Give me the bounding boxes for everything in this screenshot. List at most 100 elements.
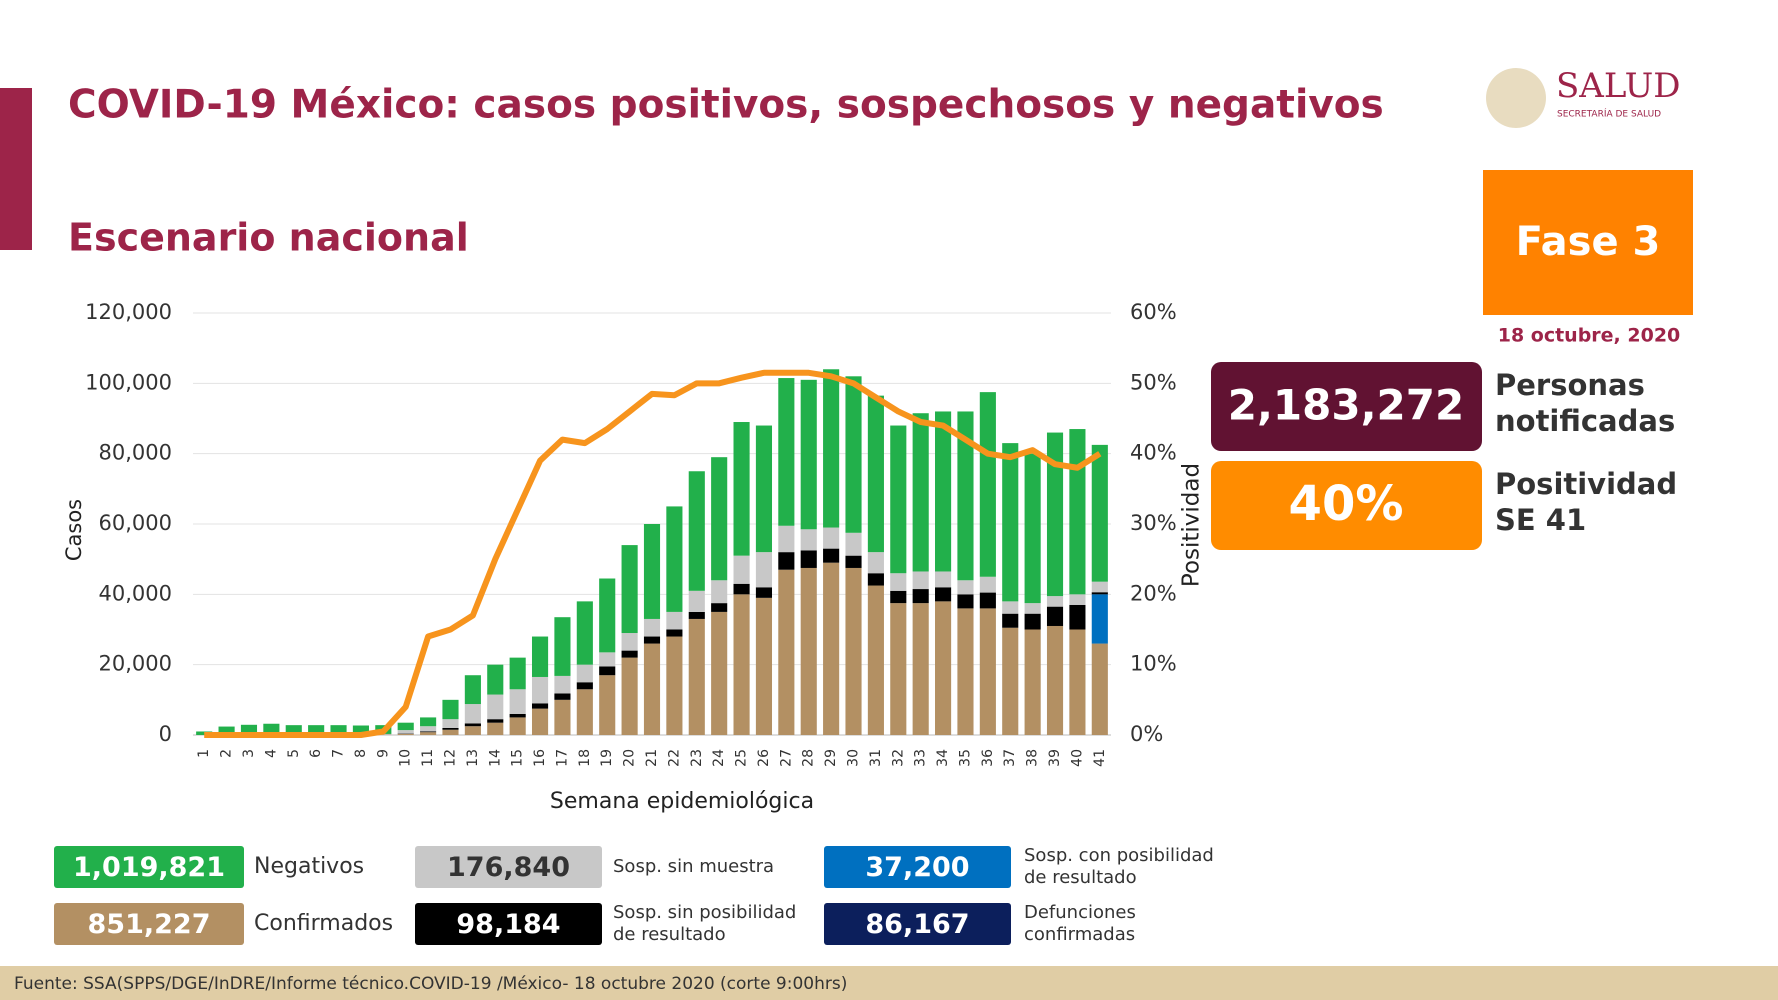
x-tick-label: 4	[263, 749, 279, 758]
bar-segment	[1091, 581, 1108, 593]
bar-segment	[531, 703, 549, 709]
footer: Fuente: SSA(SPPS/DGE/InDRE/Informe técni…	[14, 974, 847, 994]
bar-segment	[890, 573, 907, 591]
bar-segment	[1046, 596, 1064, 607]
bar-segment	[420, 731, 437, 733]
kpi-box	[1211, 461, 1482, 550]
bar-segment	[531, 636, 549, 677]
bar-segment	[397, 730, 414, 734]
bar-segment	[867, 585, 884, 735]
bar-segment	[935, 587, 952, 602]
bar-segment	[397, 722, 414, 731]
bar-segment	[890, 425, 907, 574]
bar-segment	[442, 729, 459, 735]
bar-segment	[1091, 594, 1108, 644]
x-tick-label: 19	[599, 749, 615, 767]
x-tick-label: 23	[689, 749, 705, 767]
bar-segment	[509, 657, 526, 690]
bar-segment	[576, 601, 593, 665]
bar-segment	[778, 525, 795, 553]
logo: SALUD	[1556, 66, 1680, 106]
legend-label: Sosp. sin posibilidad de resultado	[613, 902, 797, 945]
bar-segment	[420, 732, 437, 735]
bar-segment	[823, 548, 840, 563]
bar-segment	[554, 699, 571, 735]
bar-segment	[487, 664, 504, 695]
y-tick-label: 80,000	[99, 441, 172, 465]
legend-total: 86,167	[824, 903, 1011, 945]
x-tick-label: 31	[868, 749, 884, 767]
y2-tick-label: 60%	[1130, 300, 1177, 324]
bar-segment	[778, 552, 795, 570]
bar-segment	[800, 529, 817, 551]
bar-segment	[935, 601, 952, 735]
legend-total: 1,019,821	[54, 846, 244, 888]
bar-segment	[442, 719, 459, 728]
bar-segment	[240, 724, 258, 735]
subtitle: Escenario nacional	[68, 216, 469, 260]
y2-axis-label: Positividad	[1179, 463, 1205, 587]
legend-label: Negativos	[254, 854, 365, 879]
bar-segment	[890, 590, 907, 604]
bar-segment	[487, 719, 504, 723]
bar-segment	[1046, 625, 1064, 735]
x-tick-label: 39	[1047, 749, 1063, 767]
bar-segment	[979, 392, 996, 577]
legend-label: Sosp. sin muestra	[613, 856, 775, 877]
bar-segment	[487, 722, 504, 735]
bar-segment	[1091, 592, 1108, 595]
kpi-value: 40%	[1289, 476, 1404, 532]
x-tick-label: 34	[935, 749, 951, 767]
bar-segment	[1024, 613, 1041, 630]
x-tick-label: 10	[398, 749, 414, 767]
bar-segment	[576, 689, 593, 735]
bar-segment	[509, 713, 526, 718]
bar-segment	[845, 555, 862, 568]
bar-segment	[330, 725, 347, 735]
bar-segment	[755, 552, 773, 588]
bar-segment	[979, 576, 996, 593]
bar-segment	[867, 573, 884, 586]
phase-box	[1483, 170, 1693, 315]
bar-segment	[352, 725, 369, 735]
x-axis-label: Semana epidemiológica	[550, 789, 814, 814]
logo-emblem	[1486, 68, 1546, 128]
bar-segment	[666, 629, 683, 637]
bar-segment	[1091, 444, 1108, 582]
legend-total: 176,840	[415, 846, 602, 888]
x-tick-label: 27	[778, 749, 794, 767]
bar-segment	[1024, 629, 1041, 735]
x-tick-label: 8	[353, 749, 369, 758]
x-tick-label: 26	[756, 749, 772, 767]
kpi-label: Positividad	[1495, 467, 1677, 501]
y-axis-label: Casos	[62, 499, 86, 561]
x-tick-label: 33	[913, 749, 929, 767]
y-tick-label: 20,000	[99, 652, 172, 676]
phase: Fase 3	[1516, 219, 1661, 265]
x-tick-label: 12	[442, 749, 458, 767]
bar-segment	[308, 725, 325, 735]
x-tick-label: 6	[308, 749, 324, 758]
bar-segment	[778, 569, 795, 735]
bar-segment	[957, 411, 974, 581]
x-tick-label: 21	[644, 749, 660, 767]
legend-total: 37,200	[824, 846, 1011, 888]
bar-segment	[1069, 594, 1086, 605]
bar-segment	[800, 567, 817, 735]
y-tick-label: 0	[159, 722, 172, 746]
bar-segment	[1069, 604, 1086, 630]
bar-segment	[621, 650, 638, 658]
x-tick-label: 20	[622, 749, 638, 767]
bar-segment	[442, 699, 459, 720]
bar-segment	[912, 571, 929, 590]
legend-label: Sosp. con posibilidad de resultado	[1024, 845, 1214, 888]
bar-segment	[442, 727, 459, 730]
x-tick-label: 38	[1025, 749, 1041, 767]
x-tick-label: 17	[554, 749, 570, 767]
bar-segment	[733, 583, 750, 595]
bar-segment	[823, 369, 840, 528]
bar-segment	[487, 694, 504, 720]
legend-label: Confirmados	[254, 911, 394, 936]
